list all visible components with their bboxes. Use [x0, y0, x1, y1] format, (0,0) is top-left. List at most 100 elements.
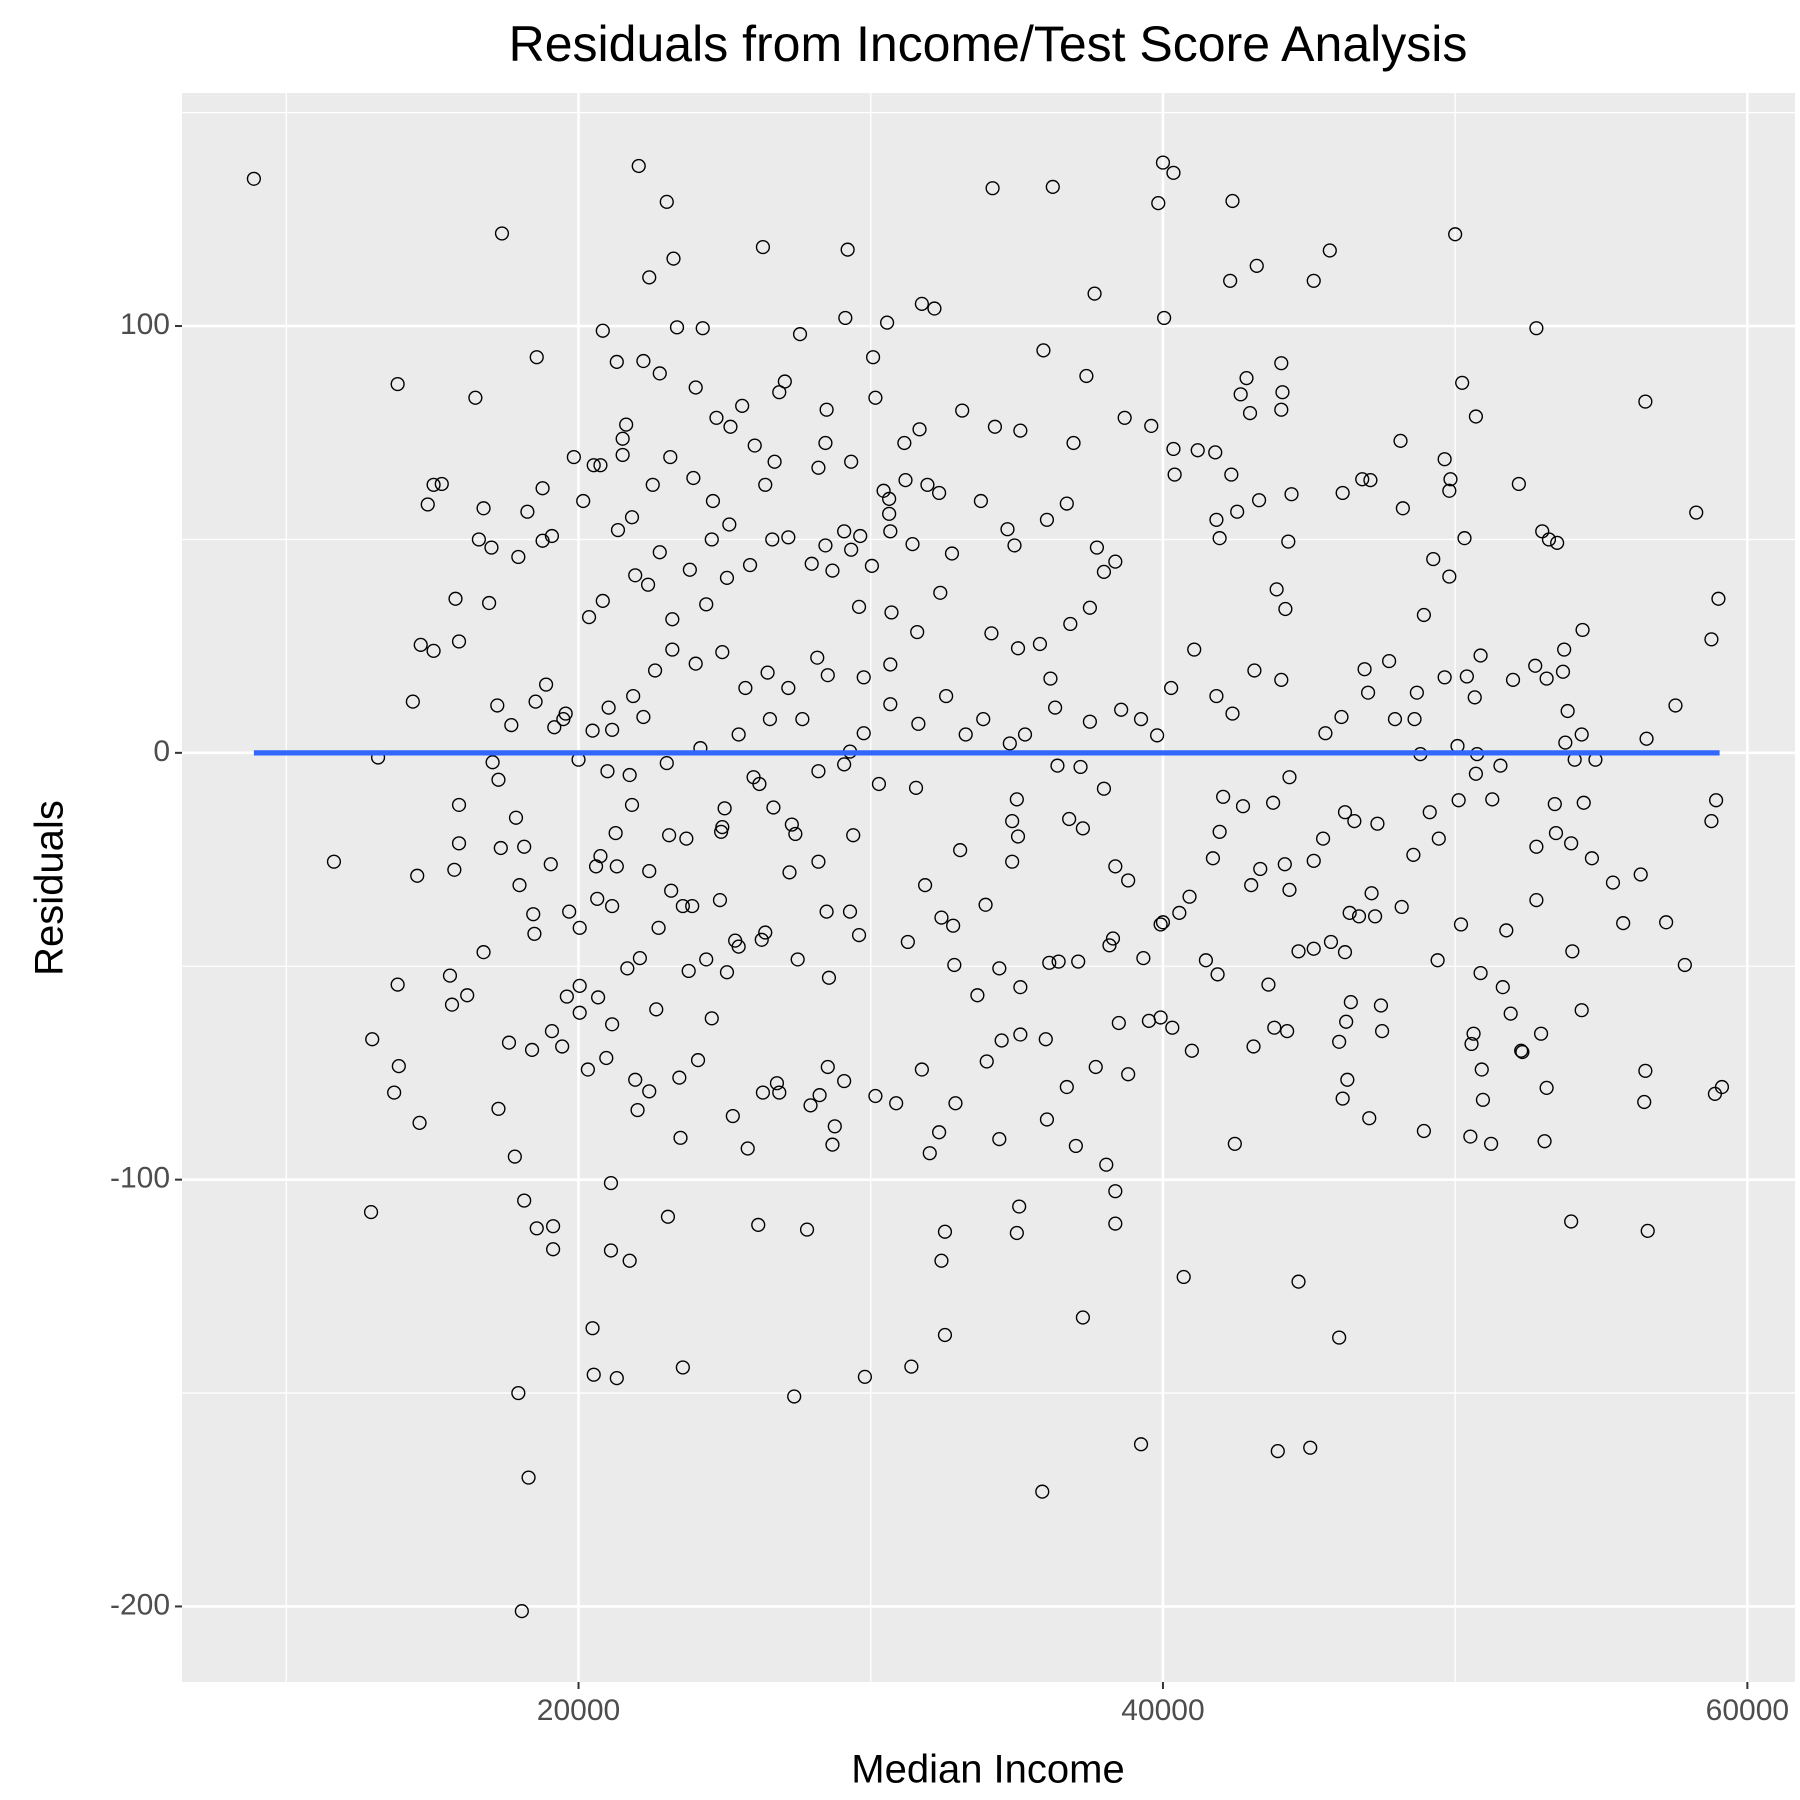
data-point — [1007, 538, 1022, 553]
data-point — [911, 716, 926, 731]
data-point — [1565, 944, 1580, 959]
data-point — [493, 840, 508, 856]
data-point — [1005, 814, 1020, 829]
data-point — [1000, 522, 1015, 537]
data-point — [719, 965, 735, 980]
data-point — [688, 380, 703, 395]
data-point — [1039, 1112, 1055, 1127]
data-point — [605, 722, 620, 737]
data-point — [686, 470, 701, 486]
data-point — [405, 694, 420, 709]
data-point — [1102, 938, 1117, 953]
data-point — [818, 435, 833, 451]
data-point — [1009, 1225, 1024, 1241]
data-point — [1529, 892, 1544, 908]
data-point — [1704, 814, 1719, 829]
data-point — [528, 694, 543, 709]
data-point — [1059, 496, 1074, 511]
data-point — [1407, 712, 1422, 727]
data-point — [1009, 792, 1024, 807]
data-point — [880, 315, 895, 330]
data-point — [1485, 792, 1500, 807]
data-point — [799, 1222, 815, 1237]
data-point — [1473, 648, 1488, 663]
data-point — [1108, 859, 1123, 874]
data-point — [624, 510, 640, 525]
data-point — [529, 350, 544, 365]
data-point — [1267, 1020, 1282, 1035]
data-point — [1468, 766, 1484, 781]
data-point — [803, 1098, 818, 1113]
data-point — [1370, 816, 1385, 831]
x-tick-label: 60000 — [1706, 1694, 1789, 1727]
y-tick-label: -200 — [110, 1588, 170, 1621]
data-point — [819, 402, 834, 417]
data-point — [1505, 672, 1521, 687]
data-point — [769, 1076, 785, 1091]
data-point — [609, 354, 624, 369]
data-point — [973, 493, 989, 509]
data-point — [556, 712, 571, 727]
data-point — [1495, 980, 1510, 995]
data-point — [1249, 258, 1264, 273]
data-point — [1464, 1036, 1479, 1052]
data-point — [620, 961, 635, 976]
data-point — [1416, 1123, 1431, 1139]
data-point — [524, 1042, 540, 1057]
data-point — [914, 296, 929, 311]
data-point — [669, 320, 685, 335]
data-point — [1322, 243, 1337, 258]
data-point — [1659, 915, 1674, 930]
data-point — [1111, 1015, 1126, 1031]
data-point — [1082, 600, 1097, 615]
data-point — [1051, 954, 1066, 969]
data-point — [987, 419, 1003, 434]
data-point — [934, 910, 949, 925]
data-point — [695, 321, 710, 336]
data-point — [1547, 796, 1562, 812]
data-point — [652, 366, 667, 381]
data-point — [1253, 861, 1268, 877]
data-point — [905, 537, 920, 552]
data-point — [642, 270, 657, 285]
data-point — [722, 517, 737, 532]
data-point — [1274, 402, 1289, 417]
data-point — [1473, 965, 1488, 981]
data-point — [1176, 1269, 1191, 1285]
data-point — [932, 485, 947, 501]
data-point — [390, 376, 405, 392]
data-point — [868, 1088, 883, 1104]
data-point — [755, 1085, 771, 1100]
data-point — [1443, 472, 1458, 487]
data-point — [1165, 1020, 1180, 1035]
data-point — [1537, 1134, 1552, 1149]
data-point — [535, 481, 550, 496]
data-point — [1337, 945, 1353, 960]
data-point — [819, 904, 834, 919]
data-point — [883, 657, 898, 672]
data-point — [1373, 998, 1389, 1013]
data-point — [1499, 923, 1514, 938]
data-point — [517, 839, 532, 854]
data-point — [933, 585, 948, 600]
data-point — [600, 764, 615, 779]
data-point — [1511, 476, 1526, 492]
data-point — [1564, 1214, 1579, 1229]
data-point — [1209, 688, 1224, 704]
data-point — [491, 772, 506, 787]
data-point — [755, 239, 771, 255]
data-point — [471, 532, 486, 547]
data-point — [1172, 905, 1187, 920]
data-point — [476, 945, 491, 960]
data-point — [984, 626, 999, 641]
data-point — [484, 540, 499, 555]
data-point — [1225, 706, 1240, 721]
data-point — [586, 458, 601, 473]
data-point — [451, 634, 467, 649]
data-point — [679, 831, 694, 846]
data-point — [922, 1146, 937, 1161]
data-point — [821, 970, 837, 985]
data-point — [636, 709, 651, 725]
data-point — [715, 645, 730, 660]
data-point — [1574, 1003, 1589, 1018]
